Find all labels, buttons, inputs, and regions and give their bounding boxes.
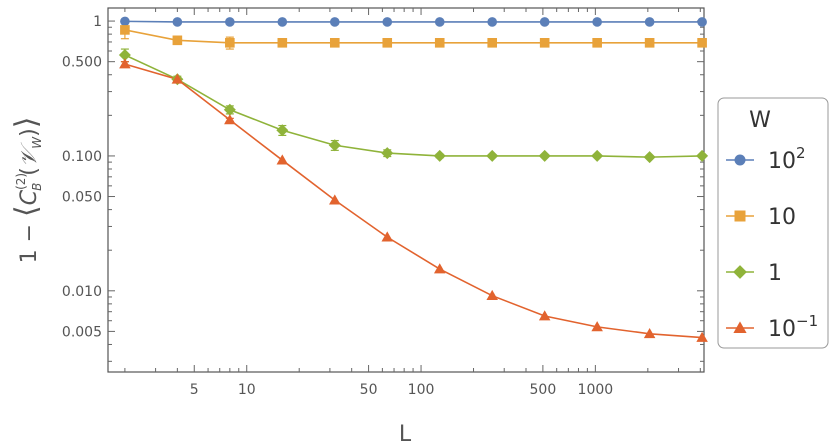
y-tick-label: 1 — [93, 14, 102, 30]
data-point-s2-0 — [118, 49, 131, 62]
legend-label-base: 1 — [768, 261, 782, 286]
legend-label-base: 10 — [768, 149, 796, 174]
data-point-s1-8 — [539, 38, 550, 48]
data-point-s2-3 — [276, 124, 289, 137]
data-point-s2-10 — [643, 151, 656, 164]
data-point-s0-10 — [644, 17, 655, 27]
x-tick-label: 10 — [238, 382, 256, 398]
legend-label-1: 10 — [768, 205, 796, 230]
data-point-s2-9 — [591, 149, 604, 162]
data-point-s3-11 — [696, 331, 708, 342]
data-point-s0-4 — [329, 17, 340, 27]
series-line-2 — [124, 54, 703, 158]
x-tick-label: 50 — [360, 382, 378, 398]
data-point-s3-0 — [119, 58, 131, 69]
legend-label-0: 102 — [768, 144, 806, 174]
x-tick-label: 5 — [190, 382, 199, 398]
data-point-s1-1 — [172, 35, 183, 46]
series-line-3 — [124, 63, 703, 339]
data-point-s3-6 — [433, 263, 446, 274]
data-point-s3-2 — [224, 114, 236, 125]
data-point-s2-8 — [538, 149, 551, 162]
x-tick-label: 500 — [530, 382, 557, 398]
data-point-s1-0 — [120, 25, 130, 35]
data-point-s1-3 — [277, 38, 288, 48]
y-tick-label: 0.010 — [62, 284, 102, 300]
data-point-s0-11 — [697, 17, 707, 27]
legend-label-exponent: −1 — [796, 312, 818, 330]
series-lines — [124, 20, 703, 339]
series-markers — [118, 16, 709, 342]
series-line-1 — [124, 29, 703, 44]
data-point-s0-2 — [225, 17, 235, 27]
data-point-s3-8 — [538, 310, 551, 321]
y-axis-label: 1 − ⟨C(2) B(𝒱W)⟩ — [9, 117, 44, 264]
y-tick-label: 0.005 — [62, 324, 102, 340]
y-tick-label: 0.050 — [62, 190, 102, 206]
x-axis: 5 10 50 100 500 1000 — [124, 8, 701, 398]
x-tick-label: 100 — [408, 382, 435, 398]
data-point-s2-11 — [696, 149, 709, 162]
data-point-s3-5 — [381, 231, 394, 242]
legend-label-base: 10 — [768, 317, 796, 342]
legend-label-exponent: 2 — [796, 144, 806, 162]
data-point-s0-1 — [172, 17, 183, 27]
data-point-s3-7 — [486, 289, 498, 301]
data-point-s0-3 — [277, 17, 288, 27]
plot-frame — [107, 7, 705, 373]
data-point-s0-0 — [120, 16, 130, 27]
data-point-s1-7 — [487, 38, 498, 48]
data-point-s0-9 — [592, 17, 602, 27]
data-point-s1-6 — [434, 38, 445, 48]
data-point-s3-1 — [171, 73, 184, 84]
data-point-s0-7 — [487, 17, 498, 27]
legend-label-base: 10 — [768, 205, 796, 230]
data-point-s1-10 — [644, 38, 655, 48]
legend-title: W — [749, 108, 771, 133]
data-point-s2-4 — [328, 139, 341, 152]
legend-label-3: 10−1 — [768, 312, 818, 342]
data-point-s0-8 — [539, 17, 550, 27]
legend-label-2: 1 — [768, 261, 782, 286]
data-point-s1-2 — [225, 38, 235, 48]
data-point-s1-5 — [382, 38, 393, 48]
data-point-s2-5 — [381, 147, 394, 160]
data-point-s2-2 — [223, 103, 236, 116]
data-point-s3-9 — [591, 321, 603, 332]
y-tick-label: 0.500 — [62, 55, 102, 71]
legend-marker-2 — [733, 265, 747, 279]
data-point-s0-6 — [434, 17, 445, 27]
data-point-s2-6 — [433, 149, 446, 162]
data-point-s3-4 — [329, 194, 341, 205]
data-point-s1-11 — [697, 38, 707, 48]
data-point-s3-10 — [643, 328, 656, 339]
data-point-s2-7 — [486, 149, 499, 162]
data-point-s1-4 — [329, 38, 340, 48]
legend-marker-0 — [734, 154, 746, 166]
y-axis: 1 0.500 0.100 0.050 0.010 0.005 — [62, 14, 704, 362]
legend-marker-3 — [733, 321, 747, 333]
series-line-0 — [124, 20, 703, 23]
data-point-s0-5 — [382, 17, 393, 27]
data-point-s3-3 — [276, 154, 289, 165]
x-tick-label: 1000 — [578, 382, 614, 398]
y-tick-label: 0.100 — [62, 149, 102, 165]
legend-marker-1 — [734, 210, 746, 222]
x-axis-label: L — [399, 422, 412, 447]
y-axis-label-text: 1 − ⟨C(2) B(𝒱W)⟩ — [9, 117, 44, 264]
data-point-s1-9 — [592, 38, 602, 48]
